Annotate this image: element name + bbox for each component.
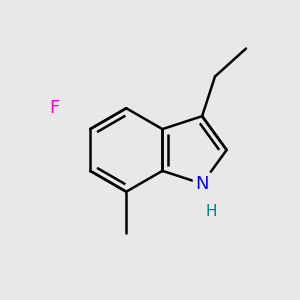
Text: H: H bbox=[206, 204, 217, 219]
Text: F: F bbox=[49, 99, 59, 117]
Text: N: N bbox=[195, 175, 209, 193]
